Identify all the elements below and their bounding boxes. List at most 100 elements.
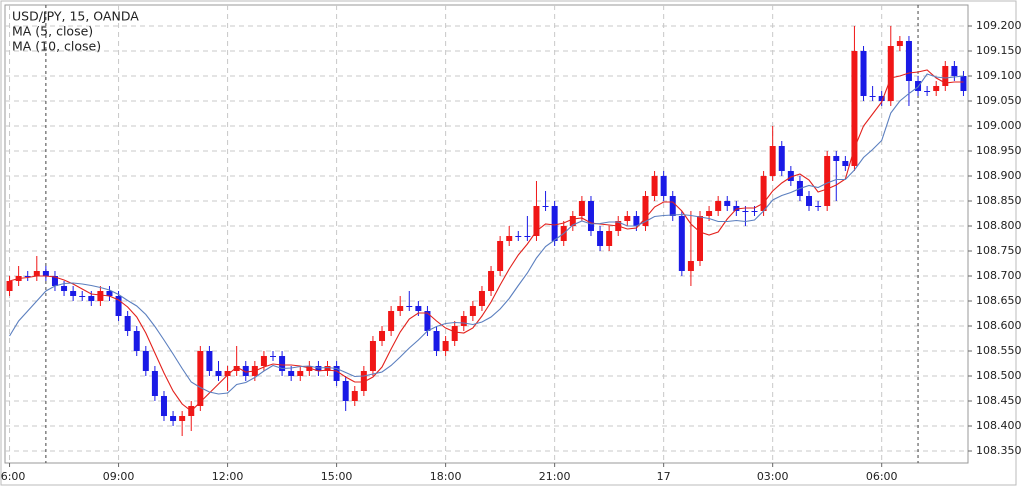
candle-body — [533, 206, 540, 236]
candle-body — [397, 306, 404, 311]
candle-body — [297, 371, 304, 376]
candle-body — [824, 156, 831, 206]
candle-body — [506, 236, 513, 241]
candle-body — [270, 356, 277, 357]
candle-body — [660, 176, 667, 196]
candle-body — [206, 351, 213, 371]
candle-body — [115, 296, 122, 316]
moving-average-line — [9, 73, 964, 395]
y-tick-label: 108.950 — [976, 144, 1022, 157]
candle-body — [333, 366, 340, 381]
candle-body — [61, 286, 68, 291]
candle-body — [133, 331, 140, 351]
y-tick-label: 108.650 — [976, 294, 1022, 307]
candle-body — [360, 371, 367, 391]
plot-frame — [4, 4, 969, 464]
candle-body — [524, 236, 531, 237]
candle-body — [197, 351, 204, 406]
candle-body — [478, 291, 485, 306]
candle-body — [106, 291, 113, 296]
candle-body — [497, 241, 504, 271]
legend-entry: MA (10, close) — [12, 39, 101, 54]
candle-body — [542, 206, 549, 207]
candle-body — [606, 231, 613, 246]
candle-body — [551, 206, 558, 241]
candle-body — [924, 91, 931, 92]
candle-body — [97, 291, 104, 301]
candle-body — [860, 51, 867, 96]
candle-body — [696, 216, 703, 261]
candle-body — [833, 156, 840, 161]
candle-body — [288, 371, 295, 376]
candle-body — [224, 371, 231, 376]
candle-body — [787, 171, 794, 181]
candle-body — [424, 311, 431, 331]
y-tick-label: 108.400 — [976, 419, 1022, 432]
candle-body — [406, 306, 413, 307]
candle-body — [878, 96, 885, 101]
candle-body — [851, 51, 858, 166]
candle-body — [442, 341, 449, 351]
x-tick-label: 03:00 — [757, 470, 789, 483]
y-tick-label: 108.600 — [976, 319, 1022, 332]
candle-body — [142, 351, 149, 371]
x-tick-label: 17 — [657, 470, 671, 483]
y-tick-label: 109.050 — [976, 94, 1022, 107]
candle-body — [806, 196, 813, 206]
x-tick-label: 06:00 — [0, 470, 25, 483]
x-tick-label: 21:00 — [539, 470, 571, 483]
candle-body — [124, 316, 131, 331]
x-tick-label: 18:00 — [430, 470, 462, 483]
candle-body — [751, 211, 758, 212]
y-tick-label: 108.350 — [976, 444, 1022, 457]
candle-body — [842, 161, 849, 166]
candle-body — [179, 416, 186, 421]
candle-body — [415, 306, 422, 311]
candle-body — [379, 331, 386, 341]
candle-body — [369, 341, 376, 371]
x-tick-label: 06:00 — [866, 470, 898, 483]
x-tick-label: 09:00 — [103, 470, 135, 483]
y-tick-label: 109.200 — [976, 19, 1022, 32]
y-tick-label: 108.800 — [976, 219, 1022, 232]
candle-body — [433, 331, 440, 351]
candle-body — [769, 146, 776, 176]
y-tick-label: 108.500 — [976, 369, 1022, 382]
legend-entry: USD/JPY, 15, OANDA — [12, 9, 139, 24]
candle-body — [687, 261, 694, 271]
candle-body — [42, 271, 49, 276]
y-tick-label: 109.150 — [976, 44, 1022, 57]
y-tick-label: 108.900 — [976, 169, 1022, 182]
candle-body — [578, 201, 585, 216]
candle-body — [451, 326, 458, 341]
candle-body — [33, 271, 40, 276]
candle-body — [151, 371, 158, 396]
candle-body — [905, 41, 912, 81]
candle-body — [951, 66, 958, 76]
candle-body — [88, 296, 95, 301]
legend-entry: MA (5, close) — [12, 24, 93, 39]
candle-body — [642, 196, 649, 226]
candle-body — [651, 176, 658, 196]
candle-body — [815, 206, 822, 207]
candle-body — [469, 306, 476, 316]
candle-body — [6, 281, 13, 291]
candle-body — [942, 66, 949, 86]
candle-body — [260, 356, 267, 366]
candle-body — [24, 276, 31, 277]
y-tick-label: 108.550 — [976, 344, 1022, 357]
candle-body — [597, 231, 604, 246]
candle-body — [70, 291, 77, 296]
x-tick-label: 12:00 — [212, 470, 244, 483]
candle-body — [778, 146, 785, 171]
candle-body — [742, 211, 749, 212]
candle-body — [715, 201, 722, 211]
candle-body — [587, 201, 594, 231]
candle-body — [887, 46, 894, 101]
chart-frame — [0, 0, 1017, 486]
candle-body — [342, 381, 349, 401]
candle-body — [233, 366, 240, 371]
candle-body — [760, 176, 767, 211]
candle-body — [933, 86, 940, 91]
